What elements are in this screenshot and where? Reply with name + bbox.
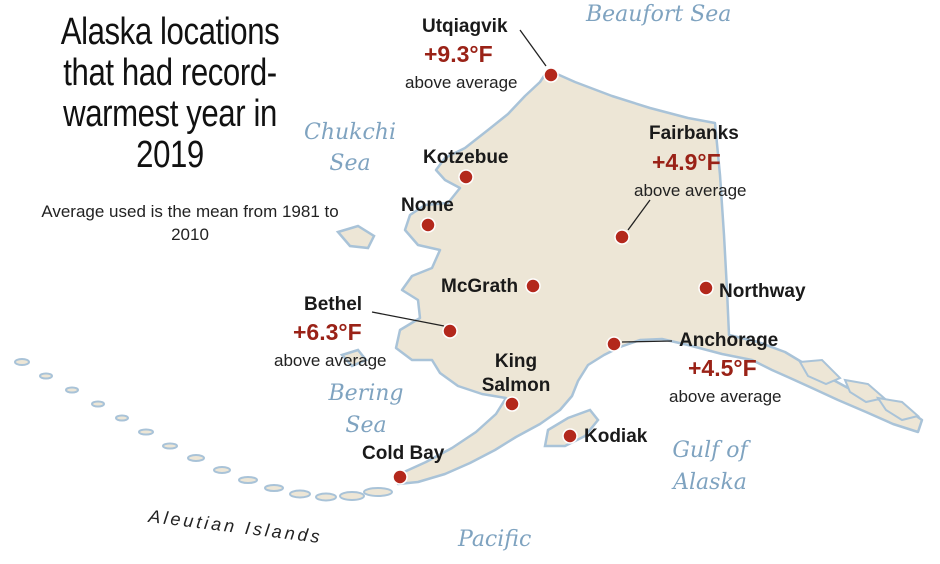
marker-kodiak — [562, 428, 578, 444]
st-lawrence-island — [335, 224, 376, 250]
location-name-northway: Northway — [719, 281, 806, 302]
map-title: Alaska locations that had record-warmest… — [60, 11, 280, 176]
label-pacific: Pacific — [458, 527, 532, 552]
marker-cold-bay — [392, 469, 408, 485]
leader-utqiagvik — [519, 29, 547, 67]
marker-mcgrath — [525, 278, 541, 294]
anomaly-fairbanks: +4.9°F — [652, 149, 721, 175]
caption-bethel: above average — [274, 351, 387, 370]
caption-fairbanks: above average — [634, 181, 747, 200]
label-gulf-of-alaska: Gulf of Alaska — [672, 438, 748, 495]
location-name-cold-bay: Cold Bay — [362, 443, 445, 464]
marker-kotzebue — [458, 169, 474, 185]
marker-anchorage — [606, 336, 622, 352]
location-name-king-salmon: King Salmon — [481, 351, 551, 396]
label-bering-sea: Bering Sea — [328, 381, 404, 438]
location-name-utqiagvik: Utqiagvik — [422, 16, 508, 37]
label-beaufort-sea: Beaufort Sea — [586, 2, 732, 27]
location-name-anchorage: Anchorage — [679, 330, 779, 351]
marker-king-salmon — [504, 396, 520, 412]
caption-anchorage: above average — [669, 387, 782, 406]
nunivak-island — [339, 348, 369, 368]
anomaly-utqiagvik: +9.3°F — [424, 41, 493, 67]
leader-anchorage — [621, 340, 673, 343]
location-name-kodiak: Kodiak — [584, 426, 648, 447]
location-name-nome: Nome — [401, 195, 454, 216]
marker-utqiagvik — [543, 67, 559, 83]
kodiak-island — [543, 408, 600, 448]
marker-bethel — [442, 323, 458, 339]
location-name-bethel: Bethel — [304, 294, 363, 315]
panhandle-islands — [798, 358, 921, 422]
marker-nome — [420, 217, 436, 233]
leader-fairbanks — [627, 199, 651, 231]
anomaly-anchorage: +4.5°F — [688, 355, 757, 381]
location-name-kotzebue: Kotzebue — [423, 147, 509, 168]
markers — [392, 67, 714, 485]
leader-lines — [371, 29, 673, 343]
map-note: Average used is the mean from 1981 to 20… — [41, 202, 339, 244]
marker-fairbanks — [614, 229, 630, 245]
location-name-fairbanks: Fairbanks — [649, 123, 739, 144]
anomaly-bethel: +6.3°F — [293, 319, 362, 345]
aleutian-chain — [14, 358, 393, 502]
location-name-mcgrath: McGrath — [441, 276, 519, 297]
label-chukchi-sea: Chukchi Sea — [303, 120, 397, 176]
caption-utqiagvik: above average — [405, 73, 518, 92]
marker-northway — [698, 280, 714, 296]
leader-bethel — [371, 311, 445, 327]
